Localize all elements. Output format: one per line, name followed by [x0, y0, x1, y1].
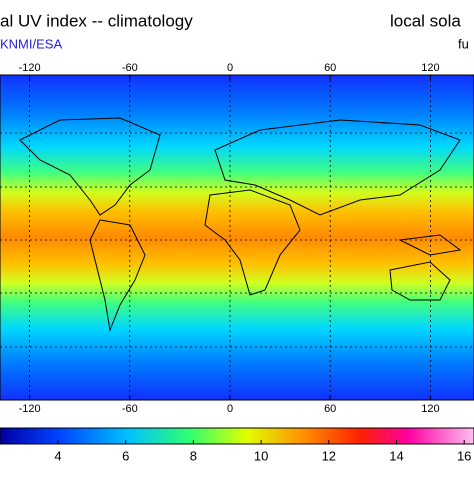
coastlines: [19, 117, 462, 332]
south-america: [89, 219, 146, 332]
lon-tick-label-top: -120: [19, 62, 41, 74]
lon-tick-label-bottom: 60: [324, 403, 336, 415]
lat-grid: [0, 132, 474, 348]
title: al UV index -- climatology: [0, 11, 193, 30]
islands: [398, 234, 462, 256]
north-america: [19, 117, 161, 216]
colorbar-tick-label: 6: [122, 448, 129, 463]
eurasia: [214, 119, 461, 216]
right-subtitle: fu: [458, 36, 469, 51]
uv-field: [0, 75, 474, 400]
colorbar-tick-label: 14: [389, 448, 403, 463]
map-frame: [0, 74, 474, 401]
colorbar-tick-label: 8: [190, 448, 197, 463]
colorbar-tick-label: 12: [322, 448, 336, 463]
subtitle: KNMI/ESA: [0, 36, 62, 51]
lon-tick-label-top: -60: [122, 62, 138, 74]
lon-tick-label-top: 60: [324, 62, 336, 74]
right-title: local sola: [390, 11, 461, 30]
colorbar-tick-label: 10: [254, 448, 268, 463]
map: [0, 74, 474, 401]
lon-tick-label-top: 120: [421, 62, 439, 74]
colorbar: [0, 427, 474, 445]
lon-tick-label-bottom: 0: [227, 403, 233, 415]
lon-tick-label-bottom: -60: [122, 403, 138, 415]
colorbar-tick-label: 16: [457, 448, 471, 463]
lon-tick-label-top: 0: [227, 62, 233, 74]
lon-tick-label-bottom: -120: [19, 403, 41, 415]
lon-tick-label-bottom: 120: [421, 403, 439, 415]
africa: [204, 189, 301, 296]
colorbar-tick-label: 4: [54, 448, 61, 463]
